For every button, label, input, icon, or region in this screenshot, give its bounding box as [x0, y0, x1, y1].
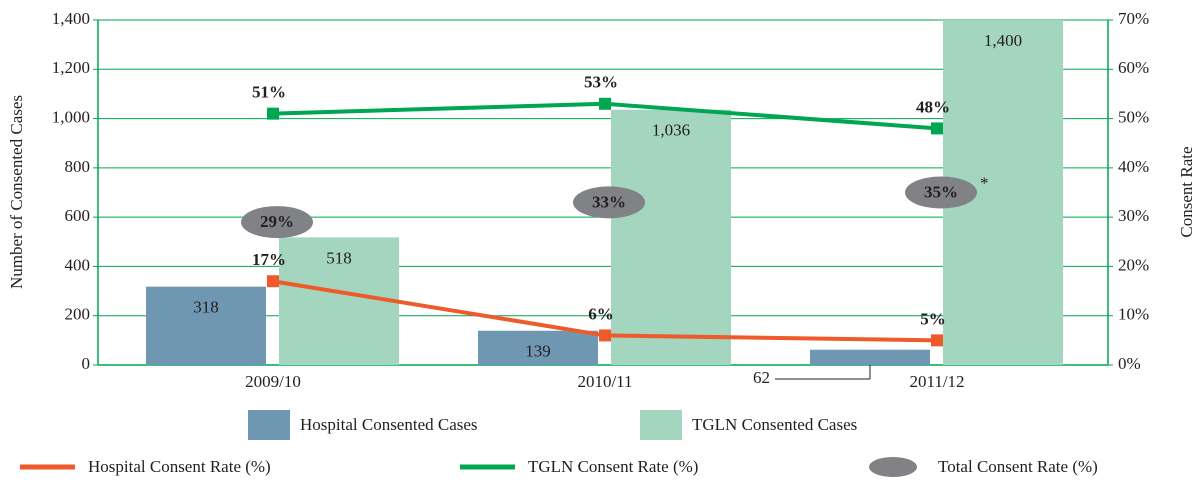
- legend-swatch: [640, 410, 682, 440]
- bar-value-label: 318: [193, 298, 219, 317]
- legend-label: TGLN Consent Rate (%): [528, 457, 698, 476]
- rate-label: 17%: [252, 250, 286, 269]
- rate-bubble: [573, 186, 645, 219]
- line-marker: [267, 275, 279, 288]
- line-marker: [599, 329, 611, 342]
- bar-value-label: 1,400: [984, 31, 1022, 50]
- y-tick-label: 800: [65, 157, 91, 176]
- bubble-label: 35%: [924, 182, 958, 201]
- legend-swatch: [248, 410, 290, 440]
- y2-tick-label: 60%: [1118, 58, 1149, 77]
- bar-value-label: 1,036: [652, 121, 690, 140]
- rate-bubble: [241, 206, 313, 239]
- y2-tick-label: 20%: [1118, 255, 1149, 274]
- y-tick-label: 400: [65, 255, 91, 274]
- y2-tick-label: 50%: [1118, 107, 1149, 126]
- y2-tick-label: 0%: [1118, 354, 1141, 373]
- y2-axis-label: Consent Rate: [1177, 146, 1196, 237]
- line-marker: [267, 107, 279, 120]
- legend-label: Hospital Consented Cases: [300, 415, 478, 434]
- rate-label: 48%: [916, 97, 950, 116]
- y-tick-label: 0: [82, 354, 91, 373]
- bar-value-label: 139: [525, 342, 551, 361]
- y-tick-label: 1,000: [52, 107, 90, 126]
- y-axis-label: Number of Consented Cases: [7, 95, 26, 289]
- bar-value-label: 518: [326, 248, 352, 267]
- bar: [810, 349, 930, 365]
- legend-label: Total Consent Rate (%): [938, 457, 1098, 476]
- y-tick-label: 1,400: [52, 9, 90, 28]
- bubble-label: 33%: [592, 192, 626, 211]
- bar: [478, 330, 598, 365]
- bar-value-label: 62: [753, 368, 770, 387]
- y-tick-label: 600: [65, 206, 91, 225]
- bubble-label: 29%: [260, 212, 294, 231]
- rate-label: 5%: [920, 309, 946, 328]
- rate-bubble: [905, 176, 977, 209]
- y2-tick-label: 30%: [1118, 206, 1149, 225]
- line-marker: [599, 97, 611, 110]
- y2-tick-label: 40%: [1118, 157, 1149, 176]
- y2-tick-label: 10%: [1118, 305, 1149, 324]
- rate-label: 53%: [584, 73, 618, 92]
- y-tick-label: 1,200: [52, 58, 90, 77]
- y2-tick-label: 70%: [1118, 9, 1149, 28]
- bar: [146, 286, 266, 365]
- x-tick-label: 2011/12: [909, 372, 964, 391]
- bar: [279, 237, 399, 365]
- line-marker: [931, 122, 943, 135]
- rate-label: 6%: [588, 304, 614, 323]
- legend-label: TGLN Consented Cases: [692, 415, 857, 434]
- y-tick-label: 200: [65, 305, 91, 324]
- legend-label: Hospital Consent Rate (%): [88, 457, 271, 476]
- line-marker: [931, 334, 943, 347]
- x-tick-label: 2010/11: [577, 372, 632, 391]
- rate-label: 51%: [252, 83, 286, 102]
- legend-swatch: [869, 457, 917, 477]
- bar: [611, 109, 731, 365]
- x-tick-label: 2009/10: [245, 372, 301, 391]
- note-mark: *: [980, 173, 989, 192]
